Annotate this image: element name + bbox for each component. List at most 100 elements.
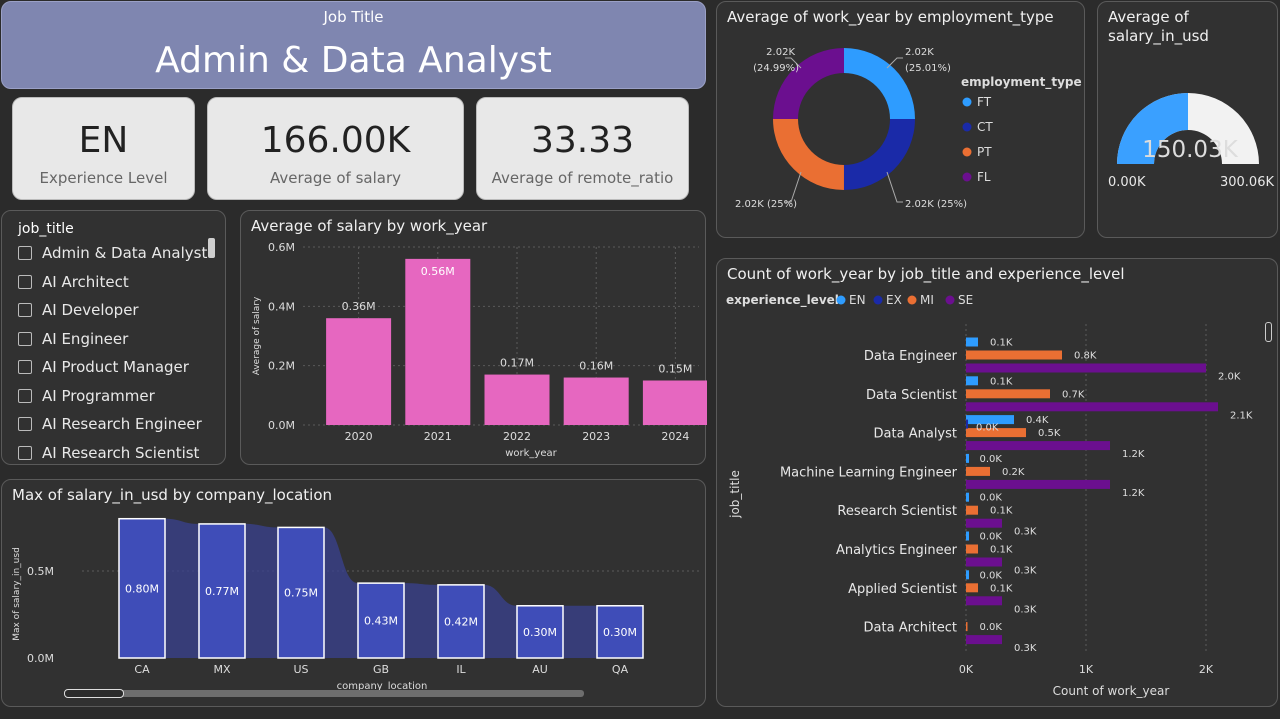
salary-gauge-card: Average of salary_in_usd 150.03K 0.00K 3… (1097, 1, 1278, 238)
bar-MI (966, 428, 1026, 438)
data-label: 0.3K (1014, 604, 1037, 615)
chart-title: Max of salary_in_usd by company_location (12, 486, 333, 504)
slice-label: 2.02K (25%) (905, 199, 967, 210)
data-label: 0.0K (976, 423, 999, 434)
slicer-item[interactable]: AI Programmer (18, 387, 155, 405)
legend-marker (962, 122, 972, 132)
legend-label: EX (886, 293, 902, 307)
y-tick-label: Analytics Engineer (836, 543, 958, 558)
legend-label: FL (977, 170, 991, 184)
slicer-item[interactable]: Admin & Data Analyst (18, 244, 207, 262)
legend-marker (836, 295, 846, 305)
employment-type-donut-svg: 2.02K (25.01%) 2.02K (25%) 2.02K (25%) 2.02K… (735, 47, 1082, 210)
chart-title: Count of work_year by job_title and expe… (727, 265, 1125, 283)
employment-type-donut-card: Average of work_year by employment_type … (716, 1, 1085, 238)
bar-SE (966, 479, 1110, 489)
job-title-label: Job Title (323, 8, 384, 26)
salary-by-location-svg: 0.5M 0.0M 0.80M CA 0.77M MX 0.75M US 0.43M GB 0.42… (12, 517, 702, 692)
legend-label: PT (977, 145, 992, 159)
slicer-item[interactable]: AI Architect (18, 273, 129, 291)
count-by-title-svg: experience_level EN EX MI SE 0K 1K 2K Count of w… (726, 293, 1253, 698)
y-tick-label: Data Analyst (874, 427, 957, 442)
bar-2020 (326, 318, 392, 425)
bar-GB (357, 582, 405, 659)
checkbox[interactable] (18, 275, 32, 289)
checkbox[interactable] (18, 446, 32, 460)
bar-EN (966, 376, 978, 386)
kpi-experience-label: Experience Level (39, 169, 168, 187)
data-label: 0.42M (444, 615, 478, 628)
data-label: 0.0K (980, 570, 1003, 581)
data-label: 0.2K (1002, 467, 1025, 478)
x-tick-label: QA (612, 663, 629, 676)
legend-marker (945, 295, 955, 305)
legend-label: CT (977, 120, 993, 134)
checkbox[interactable] (18, 332, 32, 346)
job-title-card: Job Title Admin & Data Analyst (1, 1, 706, 89)
y-tick-label: 0.5M (27, 565, 54, 578)
bar-SE (966, 441, 1110, 451)
y-tick-label: Research Scientist (837, 504, 957, 519)
gauge-min: 0.00K (1108, 175, 1146, 190)
checkbox[interactable] (18, 360, 32, 374)
leader-line (785, 57, 802, 69)
gauge-svg: 150.03K 0.00K 300.06K (1108, 93, 1274, 190)
count-by-title-chart: Count of work_year by job_title and expe… (716, 258, 1278, 707)
gauge-fill (1117, 93, 1188, 164)
horizontal-scrollbar[interactable] (64, 690, 584, 697)
data-label: 0.5K (1038, 428, 1061, 439)
legend-label: FT (977, 95, 992, 109)
kpi-remote-value: 33.33 (530, 120, 635, 161)
y-tick-label: 0.6M (268, 241, 295, 254)
x-axis-label: work_year (505, 448, 557, 459)
slicer-scrollbar[interactable] (208, 238, 215, 258)
checkbox[interactable] (18, 246, 32, 260)
data-label: 0.1K (990, 583, 1013, 594)
x-tick-label: 2023 (582, 430, 610, 443)
slicer-item[interactable]: AI Research Engineer (18, 415, 202, 433)
slicer-item[interactable]: AI Research Scientist (18, 444, 199, 462)
data-label: 0.7K (1062, 389, 1085, 400)
bar-MI (966, 466, 990, 476)
x-tick-label: 2020 (345, 430, 373, 443)
bar-QA (596, 605, 644, 659)
slicer-item[interactable]: AI Engineer (18, 330, 128, 348)
bar-2024 (642, 380, 707, 425)
data-label: 0.4K (1026, 415, 1049, 426)
data-label: 0.3K (1014, 643, 1037, 654)
bar-MI (966, 350, 1062, 360)
bar-EN (966, 415, 1014, 425)
checkbox[interactable] (18, 389, 32, 403)
data-label: 0.0K (980, 532, 1003, 543)
bar-SE (966, 635, 1002, 645)
slicer-item[interactable]: AI Product Manager (18, 358, 189, 376)
y-tick-label: 0.4M (268, 300, 295, 313)
leader-line (886, 57, 903, 69)
job-title-value: Admin & Data Analyst (155, 40, 552, 81)
y-tick-label: Data Scientist (866, 388, 957, 403)
data-label: 2.0K (1218, 372, 1241, 383)
slice-label: 2.02K (766, 47, 795, 58)
checkbox[interactable] (18, 417, 32, 431)
checkbox[interactable] (18, 303, 32, 317)
kpi-salary-label: Average of salary (269, 169, 401, 187)
bar-MI (966, 505, 978, 515)
horizontal-scrollbar-thumb[interactable] (64, 689, 124, 698)
data-label: 0.3K (1014, 527, 1037, 538)
job-title-slicer: job_title Admin & Data Analyst AI Archit… (1, 210, 226, 465)
legend-marker (962, 172, 972, 182)
bar-EN (966, 337, 978, 347)
slicer-item[interactable]: AI Developer (18, 301, 139, 319)
slicer-item-label: Admin & Data Analyst (42, 244, 208, 262)
x-tick-label: US (293, 663, 308, 676)
legend-marker (907, 295, 917, 305)
bar-EN (966, 570, 969, 580)
kpi-experience-level: EN Experience Level (12, 97, 195, 200)
gauge-value: 150.03K (1142, 137, 1238, 163)
x-tick-label: 2022 (503, 430, 531, 443)
bar-2021 (405, 258, 471, 425)
data-label: 0.1K (990, 506, 1013, 517)
kpi-experience-value: EN (78, 120, 129, 161)
bar-EX (966, 419, 968, 429)
vertical-scrollbar[interactable] (1265, 322, 1272, 342)
